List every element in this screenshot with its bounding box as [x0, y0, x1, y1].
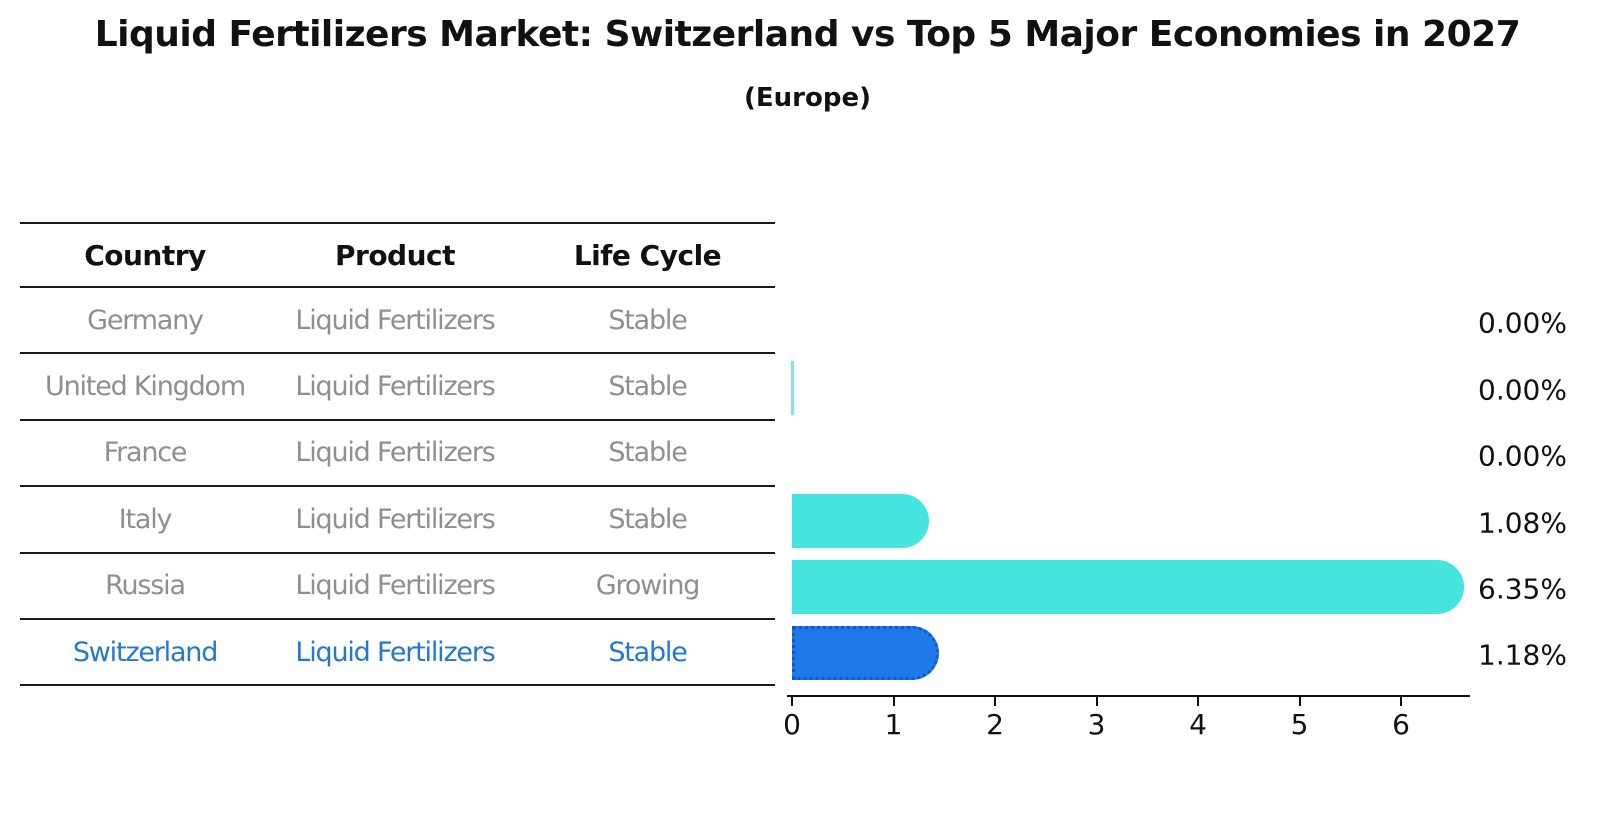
bar-switzerland [792, 626, 939, 681]
cell-lifecycle: Growing [595, 570, 701, 602]
x-tick-label: 0 [783, 708, 801, 741]
cell-product: Liquid Fertilizers [295, 503, 495, 535]
table-row: Italy Liquid Fertilizers Stable [20, 487, 775, 554]
cell-product: Liquid Fertilizers [295, 636, 495, 668]
cell-country: Russia [105, 570, 186, 602]
x-tick-label: 5 [1290, 708, 1309, 741]
value-label: 1.08% [1478, 506, 1567, 540]
cell-lifecycle: Stable [608, 636, 688, 668]
table-header-product: Product [334, 238, 456, 272]
x-tick-label: 1 [884, 708, 903, 741]
cell-country: Italy [118, 503, 173, 535]
cell-country: United Kingdom [45, 371, 246, 403]
x-tick-label: 2 [986, 708, 1004, 741]
table-row: Switzerland Liquid Fertilizers Stable [20, 620, 775, 687]
chart-title: Liquid Fertilizers Market: Switzerland v… [94, 14, 1521, 55]
table-row: France Liquid Fertilizers Stable [20, 421, 775, 488]
value-label: 0.00% [1478, 439, 1567, 473]
cell-country: Switzerland [72, 636, 218, 668]
x-tick [892, 697, 895, 706]
x-tick-label: 4 [1189, 708, 1207, 741]
cell-lifecycle: Stable [608, 437, 688, 469]
x-axis-line [787, 695, 1470, 697]
x-tick [1197, 697, 1199, 706]
cell-product: Liquid Fertilizers [295, 304, 495, 336]
bar [792, 560, 1464, 614]
cell-lifecycle: Stable [608, 304, 688, 336]
bar [792, 493, 929, 548]
cell-product: Liquid Fertilizers [295, 437, 495, 469]
table-header-country: Country [84, 238, 206, 272]
cell-country: France [103, 437, 188, 469]
table-header-row: Country Product Life Cycle [20, 222, 775, 288]
x-tick [994, 697, 996, 706]
cell-product: Liquid Fertilizers [295, 570, 495, 602]
value-label: 0.00% [1478, 306, 1567, 340]
country-table: Country Product Life Cycle Germany Liqui… [20, 222, 775, 687]
x-tick-label: 3 [1087, 708, 1106, 741]
cell-country: Germany [87, 304, 204, 336]
x-tick [1298, 697, 1301, 706]
value-label: 6.35% [1478, 572, 1567, 606]
x-tick [791, 697, 793, 706]
value-label: 0.00% [1478, 373, 1567, 407]
cell-product: Liquid Fertilizers [295, 371, 495, 403]
value-label: 1.18% [1478, 638, 1567, 672]
table-header-lifecycle: Life Cycle [573, 238, 722, 272]
table-row: Germany Liquid Fertilizers Stable [20, 288, 775, 355]
table-body: Germany Liquid Fertilizers Stable United… [20, 288, 775, 687]
table-row: United Kingdom Liquid Fertilizers Stable [20, 354, 775, 421]
chart-subtitle: (Europe) [744, 83, 871, 113]
table-row: Russia Liquid Fertilizers Growing [20, 554, 775, 620]
x-tick-label: 6 [1392, 708, 1410, 741]
bar-sliver [791, 360, 794, 415]
cell-lifecycle: Stable [608, 503, 688, 535]
cell-lifecycle: Stable [608, 371, 688, 403]
x-tick [1400, 697, 1402, 706]
x-tick [1095, 697, 1098, 706]
